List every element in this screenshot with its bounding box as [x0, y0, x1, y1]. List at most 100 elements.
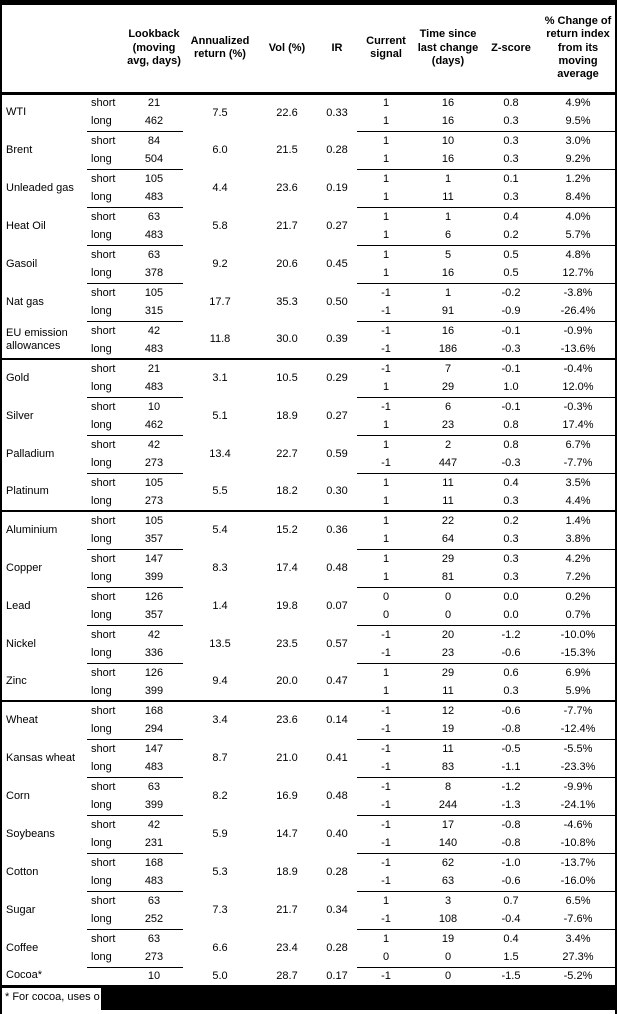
- lookback-value: 10: [125, 967, 183, 987]
- table-row: Wheat short 168 3.4 23.6 0.14 -1 12 -0.6 -7.7%: [2, 700, 615, 739]
- ir-value: 0.30: [326, 485, 348, 498]
- vol-value: 28.7: [257, 967, 317, 987]
- ir-value: 0.41: [326, 751, 348, 764]
- leg-label: long: [87, 606, 125, 626]
- commodity-name: Kansas wheat: [6, 751, 76, 764]
- annualized-return-value: 3.1: [183, 358, 257, 397]
- table-row: Lead short 126 1.4 19.8 0.07 0 0 0.0 0.2%: [2, 587, 615, 612]
- pct-change-value: -4.6%: [563, 818, 593, 831]
- ir-value: 0.17: [317, 967, 357, 987]
- current-signal-value: 1: [382, 438, 390, 451]
- time-since-change-value: 64: [415, 530, 481, 550]
- annualized-return-value: 11.8: [209, 333, 231, 346]
- table-row: Silver short 10 5.1 18.9 0.27 -1 6 -0.1 -0.3%: [2, 397, 615, 422]
- time-since-change-value: 19: [415, 720, 481, 740]
- leg-label: long: [87, 340, 125, 360]
- pct-change-value: -13.6%: [541, 340, 615, 360]
- zscore-value: 0.3: [481, 188, 541, 208]
- annualized-return-value: 6.0: [212, 143, 228, 156]
- header-row: Lookback (moving avg, days) Annualized re…: [2, 5, 615, 95]
- time-since-change-value: 29: [415, 378, 481, 398]
- table-row: long 357 1 64 0.3 3.8%: [2, 530, 615, 550]
- current-signal-value: -1: [357, 302, 415, 322]
- table-row: long 483 1 6 0.2 5.7%: [2, 226, 615, 246]
- vol-value: 23.5: [276, 637, 298, 650]
- annualized-return-value: 5.3: [212, 865, 228, 878]
- pct-change-value: -7.6%: [541, 910, 615, 930]
- commodity-name: Coffee: [6, 941, 39, 954]
- column-header-zscore: Z-score: [481, 5, 541, 95]
- ir-value: 0.19: [326, 181, 348, 194]
- leg-label: short: [91, 400, 116, 413]
- current-signal-value: 1: [382, 97, 390, 110]
- current-signal-value: 1: [357, 188, 415, 208]
- annualized-return-value: 7.3: [212, 903, 228, 916]
- ir-value: 0.39: [326, 333, 348, 346]
- zscore-value: 0.7: [503, 894, 519, 907]
- leg-label: long: [87, 492, 125, 512]
- lookback-value: 483: [125, 226, 183, 246]
- pct-change-value: 3.4%: [565, 932, 591, 945]
- column-header-ir: IR: [317, 5, 357, 95]
- pct-change-value: 8.4%: [541, 188, 615, 208]
- current-signal-value: 1: [357, 530, 415, 550]
- lookback-value: 147: [144, 552, 164, 565]
- time-since-change-value: 83: [415, 758, 481, 778]
- vol-value: 22.6: [276, 106, 298, 119]
- zscore-value: 1.5: [481, 948, 541, 968]
- current-signal-value: 0: [357, 948, 415, 968]
- zscore-value: -0.4: [481, 910, 541, 930]
- table-row: long 483 -1 63 -0.6 -16.0%: [2, 872, 615, 892]
- vol-value: 21.7: [276, 903, 298, 916]
- table-row: Cocoa* 10 5.0 28.7 0.17 -1 0 -1.5 -5.2%: [2, 967, 615, 987]
- table-body: WTI short 21 7.5 22.6 0.33 1 16 0.8 4.9% long 462 1 1…: [2, 93, 615, 987]
- table-row: long 462 1 23 0.8 17.4%: [2, 416, 615, 436]
- current-signal-value: -1: [381, 742, 391, 755]
- current-signal-value: 1: [357, 568, 415, 588]
- current-signal-value: 1: [357, 510, 415, 530]
- leg-label: short: [91, 476, 116, 489]
- table-row: Corn short 63 8.2 16.9 0.48 -1 8 -1.2 -9.9%: [2, 777, 615, 802]
- ir-value: 0.34: [326, 903, 348, 916]
- leg-label: long: [87, 644, 125, 664]
- current-signal-value: -1: [357, 720, 415, 740]
- footnote-text: * For cocoa, uses o: [5, 990, 100, 1003]
- ir-value: 0.50: [326, 295, 348, 308]
- time-since-change-value: 10: [441, 134, 455, 147]
- zscore-value: 0.5: [481, 264, 541, 284]
- table-row: long 504 1 16 0.3 9.2%: [2, 150, 615, 170]
- zscore-value: -1.0: [501, 856, 521, 869]
- leg-label: short: [91, 780, 116, 793]
- footnote-row: * For cocoa, uses o: [2, 987, 617, 1010]
- pct-change-value: 6.9%: [565, 666, 591, 679]
- annualized-return-value: 8.7: [212, 751, 228, 764]
- leg-label: short: [87, 358, 125, 378]
- vol-value: 35.3: [276, 295, 298, 308]
- table-row: long 252 -1 108 -0.4 -7.6%: [2, 910, 615, 930]
- lookback-value: 252: [125, 910, 183, 930]
- leg-label: short: [91, 894, 116, 907]
- lookback-value: 462: [125, 112, 183, 132]
- lookback-value: 273: [125, 492, 183, 512]
- annualized-return-value: 8.3: [212, 561, 228, 574]
- leg-label: short: [91, 438, 116, 451]
- lookback-value: 63: [147, 248, 161, 261]
- ir-value: 0.14: [317, 700, 357, 739]
- annualized-return-value: 9.2: [212, 257, 228, 270]
- time-since-change-value: 29: [441, 666, 455, 679]
- vol-value: 20.6: [276, 257, 298, 270]
- time-since-change-value: 0: [415, 948, 481, 968]
- annualized-return-value: 5.4: [183, 510, 257, 549]
- zscore-value: 0.4: [503, 210, 519, 223]
- zscore-value: 0.6: [503, 666, 519, 679]
- pct-change-value: 27.3%: [541, 948, 615, 968]
- time-since-change-value: 8: [444, 780, 452, 793]
- zscore-value: -0.6: [481, 644, 541, 664]
- zscore-value: 0.3: [481, 112, 541, 132]
- table-row: Coffee short 63 6.6 23.4 0.28 1 19 0.4 3.4%: [2, 929, 615, 954]
- time-since-change-value: 1: [444, 172, 452, 185]
- commodity-name: Unleaded gas: [6, 181, 74, 194]
- leg-label: long: [87, 720, 125, 740]
- current-signal-value: 1: [357, 492, 415, 512]
- vol-value: 18.2: [276, 485, 298, 498]
